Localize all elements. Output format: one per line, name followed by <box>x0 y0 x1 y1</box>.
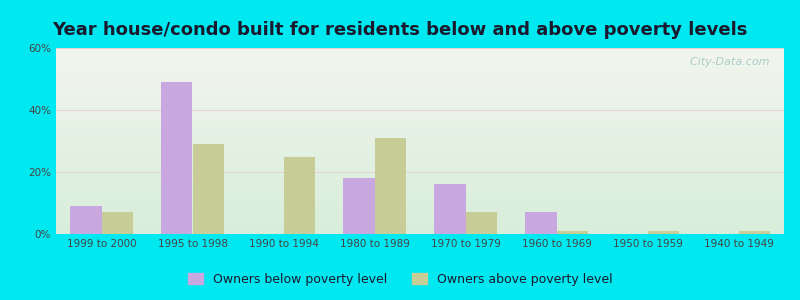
Legend: Owners below poverty level, Owners above poverty level: Owners below poverty level, Owners above… <box>182 268 618 291</box>
Text: City-Data.com: City-Data.com <box>683 57 770 67</box>
Bar <box>738 231 770 234</box>
Bar <box>434 184 466 234</box>
Bar <box>102 212 134 234</box>
Bar <box>342 178 374 234</box>
Bar <box>647 231 679 234</box>
Bar <box>466 212 498 234</box>
Text: Year house/condo built for residents below and above poverty levels: Year house/condo built for residents bel… <box>52 21 748 39</box>
Bar <box>161 82 193 234</box>
Bar <box>70 206 102 234</box>
Bar <box>525 212 557 234</box>
Bar <box>557 231 588 234</box>
Bar <box>193 144 224 234</box>
Bar <box>283 157 315 234</box>
Bar <box>374 138 406 234</box>
